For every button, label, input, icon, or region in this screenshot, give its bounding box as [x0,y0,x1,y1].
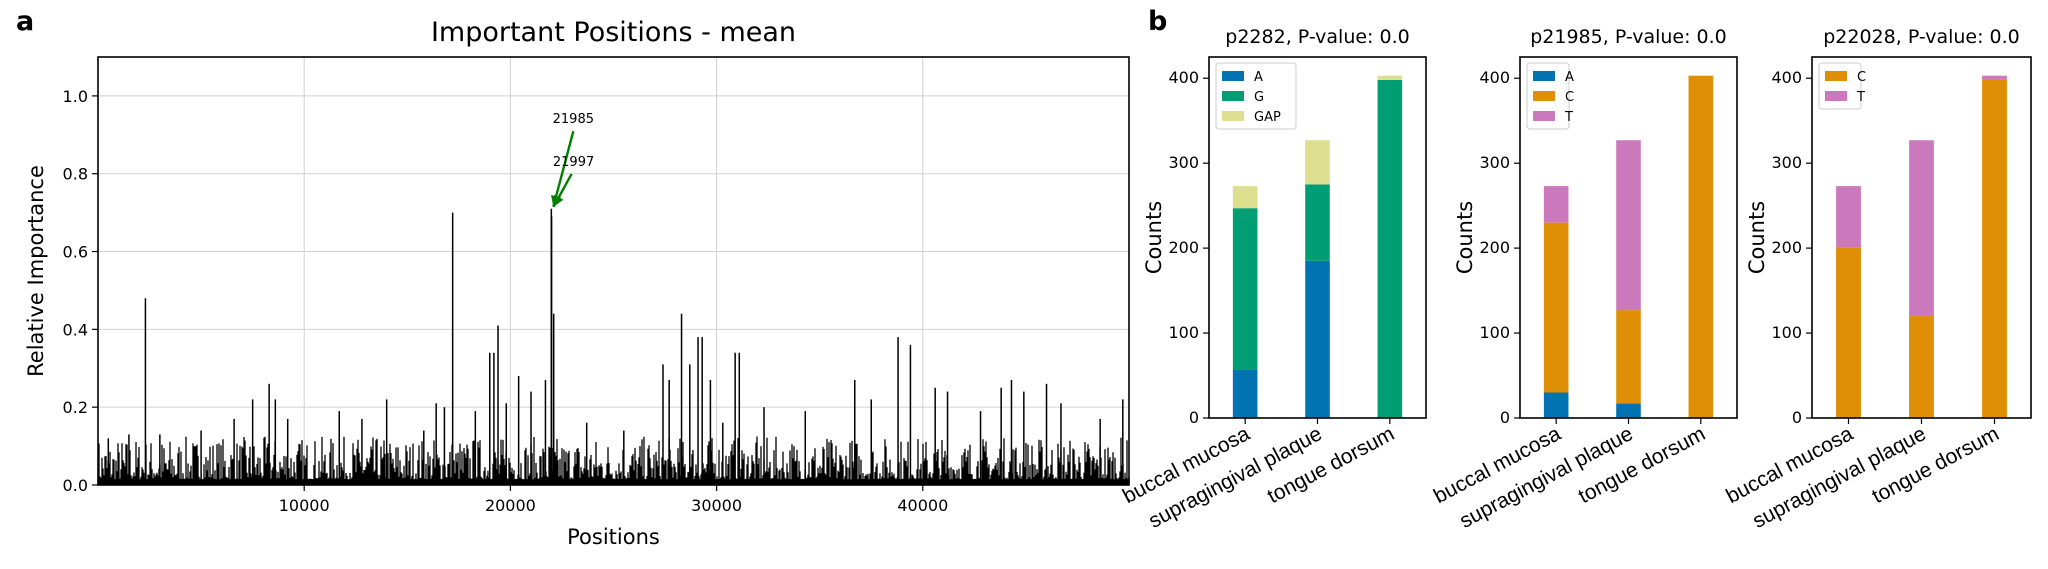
bar-segment [1377,75,1403,80]
annotation-arrowhead [553,194,564,207]
legend-swatch [1222,111,1244,121]
legend-label: C [1857,70,1866,85]
y-tick-label: 0.4 [63,320,88,339]
category-label: tongue dorsum [1868,422,2002,508]
bar-segment [1305,184,1330,261]
y-tick-label: 300 [1168,153,1199,172]
bar-segment [1836,247,1861,418]
bar-segment [1305,140,1330,185]
subplot-title: p21985, P-value: 0.0 [1530,26,1727,48]
legend-box [1818,62,1862,110]
legend-swatch [1825,91,1847,101]
bar-segment [1616,310,1641,404]
y-tick-label: 200 [1479,238,1510,257]
y-tick-label: 0.0 [63,476,88,495]
bar-segment [1982,75,2007,80]
bar-segment [1377,79,1403,419]
bar-segment [1232,369,1258,418]
y-tick-label: 0.2 [63,398,88,417]
y-tick-label: 1.0 [63,87,88,106]
panel-label-b: b [1148,6,1167,37]
subplot-title: p2282, P-value: 0.0 [1225,26,1409,48]
legend-swatch [1825,71,1847,81]
y-tick-label: 300 [1479,153,1510,172]
legend-swatch [1222,91,1244,101]
legend-label: T [1564,110,1573,125]
y-tick-label: 100 [1479,323,1510,342]
subplot-title: p22028, P-value: 0.0 [1823,26,2020,48]
legend-label: GAP [1254,110,1281,125]
y-tick-label: 400 [1479,68,1510,87]
y-tick-label: 0 [1189,408,1199,427]
bar-segment [1543,392,1569,418]
category-label: tongue dorsum [1575,422,1709,508]
annotation-label: 21985 [553,112,594,127]
legend-swatch [1533,111,1555,121]
y-tick-label: 0 [1792,408,1802,427]
plot-frame [1208,56,1427,419]
legend-swatch [1533,71,1555,81]
y-tick-label: 200 [1168,238,1199,257]
legend-label: C [1565,90,1574,105]
plot-frame [1519,56,1738,419]
bar-segment [1616,403,1641,418]
category-label: tongue dorsum [1264,422,1398,508]
y-axis-title: Counts [1453,201,1477,274]
bar-segment [1982,79,2007,418]
y-axis-title: Relative Importance [24,165,48,377]
bar-segment [1836,186,1861,248]
legend-swatch [1533,91,1555,101]
y-tick-label: 400 [1168,68,1199,87]
bar-segment [1543,186,1569,223]
annotation-label: 21997 [553,155,594,170]
legend-label: T [1856,90,1865,105]
y-tick-label: 400 [1771,68,1802,87]
y-tick-label: 0.6 [63,243,88,262]
legend-label: A [1254,70,1263,85]
plot-frame [97,56,1130,486]
y-tick-label: 200 [1771,238,1802,257]
annotation-arrow [552,130,575,208]
bar-segment [1232,208,1258,370]
y-tick-label: 100 [1771,323,1802,342]
bar-segment [1305,260,1330,418]
y-axis-title: Counts [1745,201,1769,274]
bar-segment [1232,186,1258,209]
bar-segment [1909,140,1934,317]
bar-segment [1909,316,1934,418]
y-tick-label: 0 [1500,408,1510,427]
x-axis-title: Positions [567,525,660,549]
y-axis-title: Counts [1142,201,1166,274]
x-tick-label: 10000 [279,496,330,515]
legend-swatch [1222,71,1244,81]
bar-segment [1688,75,1714,418]
x-tick-label: 20000 [485,496,536,515]
y-tick-label: 0.8 [63,165,88,184]
legend-label: A [1565,70,1574,85]
x-tick-label: 40000 [897,496,948,515]
legend-label: G [1254,90,1264,105]
y-tick-label: 100 [1168,323,1199,342]
bar-segment [1543,222,1569,393]
x-tick-label: 30000 [691,496,742,515]
plot-frame [1811,56,2032,419]
importance-line-chart: 10000 20000 30000 40000 0.0 0.2 0.4 0.6 0.8 1.0 Im… [24,17,1130,549]
y-tick-label: 300 [1771,153,1802,172]
bar-segment [1616,140,1641,311]
panel-label-a: a [16,6,34,37]
chart-title: Important Positions - mean [431,17,796,48]
